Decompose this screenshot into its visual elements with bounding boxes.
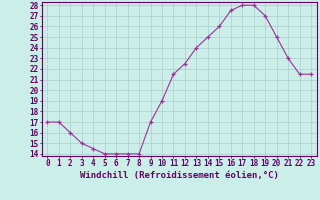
X-axis label: Windchill (Refroidissement éolien,°C): Windchill (Refroidissement éolien,°C) <box>80 171 279 180</box>
